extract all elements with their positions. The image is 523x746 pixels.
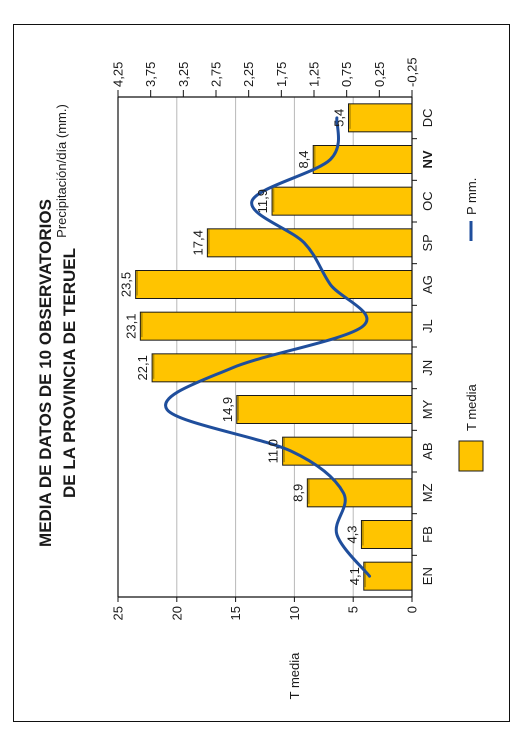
category-label: DC [420,108,435,127]
category-label: EN [420,567,435,585]
right-tick-label: 1,75 [274,62,289,87]
category-label: FB [420,526,435,543]
category-label: JL [420,319,435,333]
legend-label-p-mm: P mm. [464,178,479,215]
bar-value-label: 4,1 [347,567,362,585]
category-label: AG [420,275,435,294]
left-tick-label: 20 [169,606,184,620]
category-label: MY [420,399,435,419]
left-axis-label: T media [287,652,302,699]
chart-title: MEDIA DE DATOS DE 10 OBSERVATORIOS [36,199,55,547]
right-tick-label: 2,75 [209,62,224,87]
bar [151,353,413,383]
right-axis-label: Precipitación/día (mm.) [54,104,69,238]
bar [139,311,413,341]
category-label: SP [420,234,435,251]
category-label: OC [420,191,435,211]
left-tick-label: 10 [287,606,302,620]
bar [206,228,413,258]
right-tick-label: 3,75 [143,62,158,87]
bar-value-label: 22,1 [135,355,150,380]
bar [347,103,413,133]
right-tick-label: 4,25 [111,62,126,87]
right-tick-label: 3,25 [176,62,191,87]
precipitation-line [164,116,372,578]
bar-value-label: 11,0 [266,439,281,463]
right-tick-label: 2,25 [241,62,256,87]
bar [306,478,413,508]
chart-subtitle: DE LA PROVINCIA DE TERUEL [60,248,79,498]
legend-label-t-media: T media [464,384,479,431]
right-tick-label: 1,25 [307,62,322,87]
left-tick-label: 0 [405,606,420,613]
bar [312,145,413,174]
bar-value-label: 23,5 [119,272,134,297]
category-label: JN [420,360,435,376]
bar-value-label: 17,4 [190,230,205,255]
category-label: NV [420,150,435,168]
bar [282,436,413,466]
right-tick-label: 0,75 [339,62,354,87]
bar [360,520,413,549]
bar-value-label: 5,4 [331,109,346,127]
category-label: MZ [420,483,435,502]
left-tick-label: 5 [346,606,361,613]
right-tick-label: -0,25 [405,57,420,87]
category-label: AB [420,442,435,459]
bar [236,395,413,424]
legend-swatch-t-media [458,440,484,472]
bar-value-label: 8,9 [290,484,305,502]
chart: MEDIA DE DATOS DE 10 OBSERVATORIOS DE LA… [14,25,509,721]
left-tick-label: 25 [111,606,126,620]
bar [271,186,413,216]
bar [135,270,413,299]
bar-value-label: 11,9 [255,189,270,213]
left-tick-label: 15 [228,606,243,620]
bar-value-label: 4,3 [344,525,359,543]
right-tick-label: 0,25 [372,62,387,87]
bar-value-label: 14,9 [220,397,235,422]
chart-frame: MEDIA DE DATOS DE 10 OBSERVATORIOS DE LA… [13,24,510,722]
bar-value-label: 23,1 [123,314,138,339]
bar-value-label: 8,4 [296,150,311,168]
